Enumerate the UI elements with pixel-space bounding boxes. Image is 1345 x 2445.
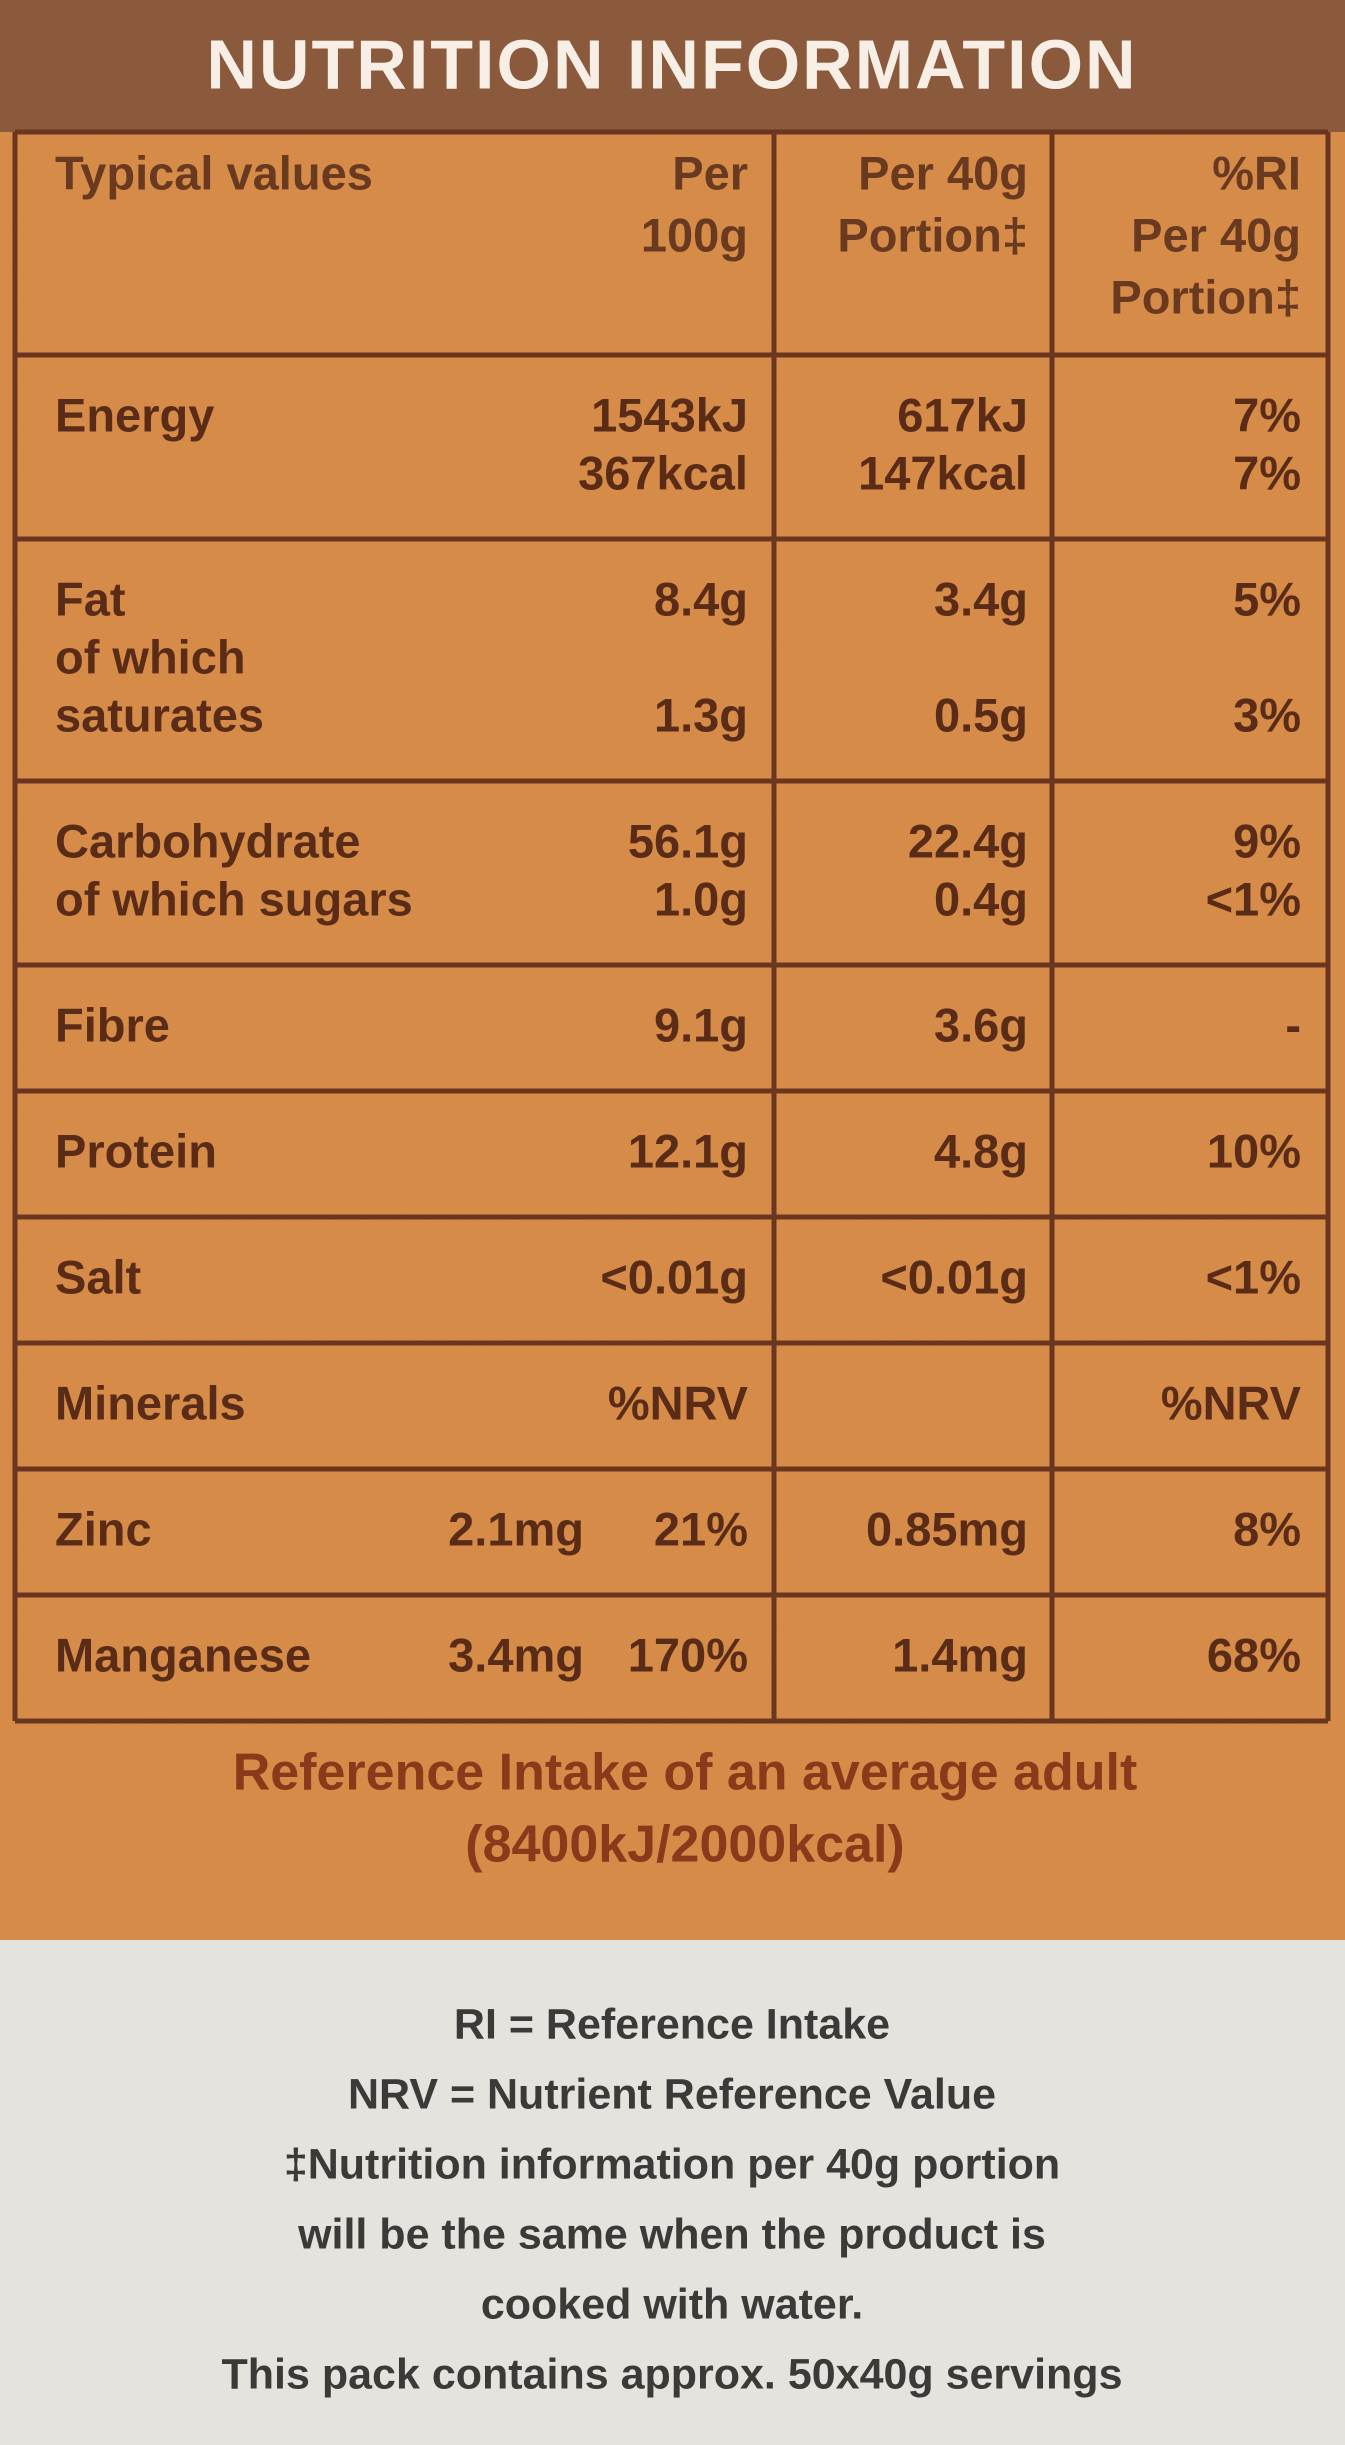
notes-background xyxy=(0,1940,1345,2445)
value-portion: 3.4g xyxy=(934,572,1028,625)
title: NUTRITION INFORMATION xyxy=(206,25,1137,103)
value-ri: 5% xyxy=(1233,572,1301,625)
row-label: Manganese xyxy=(55,1628,311,1681)
note-line: will be the same when the product is xyxy=(297,2210,1046,2258)
value-per100: 170% xyxy=(628,1628,748,1681)
value-per100: 12.1g xyxy=(628,1124,748,1177)
note-line: NRV = Nutrient Reference Value xyxy=(348,2070,996,2118)
row-label: Fat xyxy=(55,572,126,625)
value-per100: 367kcal xyxy=(578,446,748,499)
row-label: of which xyxy=(55,630,246,683)
value-portion: 22.4g xyxy=(908,814,1028,867)
value-ri: 3% xyxy=(1233,688,1301,741)
value-ri: 8% xyxy=(1233,1502,1301,1555)
value-per100: 1543kJ xyxy=(591,388,748,441)
value-portion: Per 40g xyxy=(858,146,1028,199)
value-per100: 1.3g xyxy=(654,688,748,741)
value-portion: Portion‡ xyxy=(837,208,1028,261)
value-amount: 2.1mg xyxy=(448,1502,584,1555)
row-label: Minerals xyxy=(55,1376,246,1429)
row-label: Zinc xyxy=(55,1502,152,1555)
value-per100: Per xyxy=(672,146,748,199)
value-portion: 0.4g xyxy=(934,872,1028,925)
value-portion: 4.8g xyxy=(934,1124,1028,1177)
value-ri: - xyxy=(1285,998,1301,1051)
value-ri: 9% xyxy=(1233,814,1301,867)
value-per100: 100g xyxy=(641,208,748,261)
value-per100: 9.1g xyxy=(654,998,748,1051)
value-ri: 10% xyxy=(1207,1124,1301,1177)
title-bar xyxy=(0,0,1345,132)
value-per100: 56.1g xyxy=(628,814,748,867)
value-portion: 1.4mg xyxy=(892,1628,1028,1681)
row-label: Typical values xyxy=(55,146,373,199)
value-ri: <1% xyxy=(1206,872,1301,925)
row-label: Carbohydrate xyxy=(55,814,361,867)
value-per100: 8.4g xyxy=(654,572,748,625)
reference-intake: (8400kJ/2000kcal) xyxy=(465,1816,905,1874)
value-per100: 21% xyxy=(654,1502,748,1555)
row-label: Protein xyxy=(55,1124,217,1177)
label-texture xyxy=(0,0,1345,1940)
row-label: of which sugars xyxy=(55,872,413,925)
value-portion: 3.6g xyxy=(934,998,1028,1051)
reference-intake: Reference Intake of an average adult xyxy=(233,1744,1138,1802)
value-ri: <1% xyxy=(1206,1250,1301,1303)
value-portion: 0.5g xyxy=(934,688,1028,741)
value-ri: Portion‡ xyxy=(1110,270,1301,323)
value-ri: 68% xyxy=(1207,1628,1301,1681)
value-per100: %NRV xyxy=(608,1376,749,1429)
row-label: Fibre xyxy=(55,998,170,1051)
value-portion: <0.01g xyxy=(880,1250,1028,1303)
value-ri: Per 40g xyxy=(1131,208,1301,261)
value-amount: 3.4mg xyxy=(448,1628,584,1681)
row-label: saturates xyxy=(55,688,264,741)
value-per100: <0.01g xyxy=(600,1250,748,1303)
value-ri: 7% xyxy=(1233,446,1301,499)
note-line: ‡Nutrition information per 40g portion xyxy=(284,2140,1060,2188)
note-line: RI = Reference Intake xyxy=(454,2000,890,2048)
value-portion: 617kJ xyxy=(897,388,1028,441)
note-line: This pack contains approx. 50x40g servin… xyxy=(222,2350,1123,2398)
row-label: Salt xyxy=(55,1250,142,1303)
nutrition-table: Typical values Per 100g Per 40g Portion‡ %RI P… xyxy=(12,129,1331,1724)
value-ri: %NRV xyxy=(1161,1376,1302,1429)
row-label: Energy xyxy=(55,388,214,441)
value-portion: 0.85mg xyxy=(866,1502,1028,1555)
footer: Reference Intake of an average adult (840… xyxy=(222,1744,1138,2399)
note-line: cooked with water. xyxy=(481,2280,863,2328)
value-ri: 7% xyxy=(1233,388,1301,441)
value-per100: 1.0g xyxy=(654,872,748,925)
value-portion: 147kcal xyxy=(858,446,1028,499)
value-ri: %RI xyxy=(1212,146,1301,199)
